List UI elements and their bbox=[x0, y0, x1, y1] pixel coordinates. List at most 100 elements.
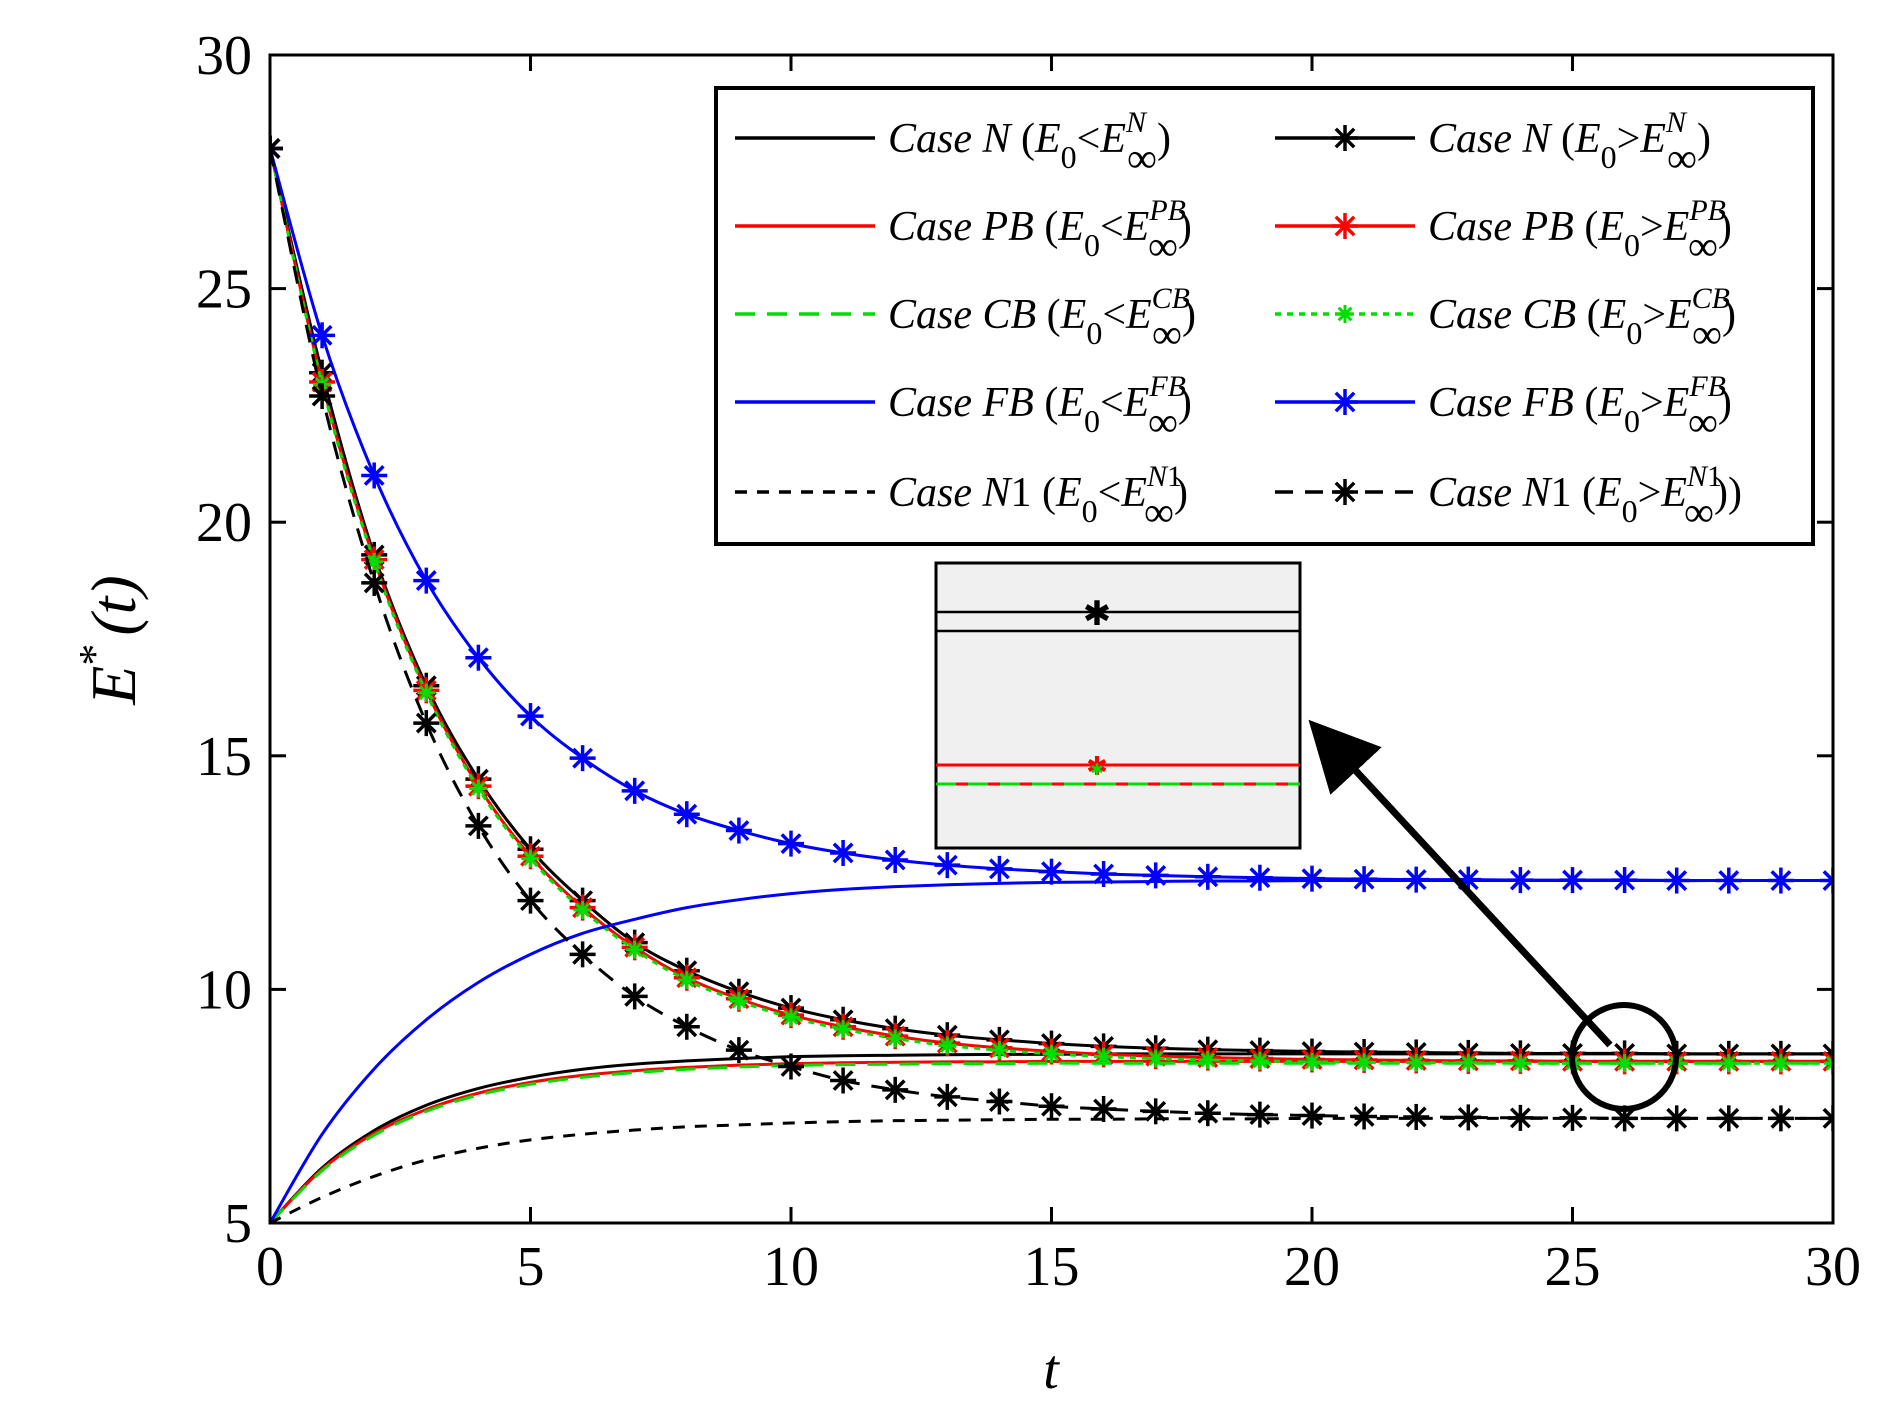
marker-CB_gt bbox=[1824, 1054, 1833, 1073]
marker-N1_gt bbox=[934, 1083, 961, 1110]
marker-N1_gt bbox=[309, 383, 336, 410]
marker-N1_gt bbox=[621, 983, 648, 1010]
series-line-N1_lt bbox=[270, 1116, 1833, 1223]
marker-N1_gt bbox=[1507, 1104, 1534, 1131]
marker-N1_gt bbox=[882, 1076, 909, 1103]
marker-FB_gt bbox=[1142, 862, 1169, 889]
marker-CB_gt bbox=[834, 1020, 853, 1039]
legend-box bbox=[714, 86, 1815, 546]
y-tick-label: 25 bbox=[196, 259, 252, 321]
legend-item-N_lt: Case N (E0<EN ∞) bbox=[735, 106, 1171, 182]
marker-N1_gt bbox=[517, 887, 544, 914]
marker-CB_gt bbox=[1303, 1052, 1321, 1071]
legend-item-FB_lt: Case FB (E0<EFB ∞) bbox=[735, 370, 1192, 446]
x-tick-label: 25 bbox=[1545, 1236, 1601, 1298]
marker-FB_gt bbox=[934, 852, 961, 879]
marker-FB_gt bbox=[1663, 867, 1690, 894]
marker-CB_gt bbox=[1146, 1049, 1165, 1068]
marker-CB_gt bbox=[573, 900, 592, 919]
legend-marker bbox=[1332, 125, 1358, 151]
marker-N1_gt bbox=[1194, 1100, 1221, 1127]
series-layer bbox=[270, 135, 1833, 1223]
marker-FB_gt bbox=[725, 817, 752, 844]
series-line-N1_gt bbox=[270, 148, 1833, 1120]
x-tick-label: 20 bbox=[1284, 1236, 1340, 1298]
marker-FB_gt bbox=[1559, 867, 1586, 894]
marker-CB_gt bbox=[1771, 1054, 1790, 1073]
marker-FB_gt bbox=[986, 855, 1013, 882]
marker-FB_gt bbox=[1246, 864, 1273, 891]
x-tick-label: 5 bbox=[517, 1236, 545, 1298]
y-axis-label-base: E bbox=[78, 666, 149, 706]
inset-star-green: ✱ bbox=[1090, 762, 1103, 779]
y-tick-label: 30 bbox=[196, 25, 252, 87]
marker-N1_gt bbox=[1351, 1103, 1378, 1130]
marker-N1_gt bbox=[1767, 1105, 1794, 1132]
marker-CB_gt bbox=[469, 779, 488, 798]
x-axis-label: t bbox=[1043, 1339, 1060, 1401]
legend-label: Case N (E0>EN ∞) bbox=[1428, 106, 1711, 182]
marker-CB_gt bbox=[1459, 1053, 1478, 1072]
legend-label: Case CB (E0>ECB ∞) bbox=[1428, 282, 1736, 358]
legend-item-CB_gt: Case CB (E0>ECB ∞) bbox=[1275, 282, 1736, 358]
marker-CB_gt bbox=[1407, 1053, 1426, 1072]
marker-CB_gt bbox=[1198, 1050, 1217, 1069]
marker-CB_gt bbox=[1719, 1054, 1738, 1073]
y-axis-label-arg: (t) bbox=[78, 575, 149, 635]
marker-FB_gt bbox=[1820, 867, 1833, 894]
legend-label: Case PB (E0<EPB ∞) bbox=[888, 194, 1192, 270]
inset-star-red: ✱ bbox=[1086, 752, 1108, 781]
y-axis-label-sup: * bbox=[70, 644, 119, 666]
marker-FB_gt bbox=[1611, 867, 1638, 894]
zoom-circle bbox=[1569, 1002, 1679, 1112]
marker-CB_gt bbox=[938, 1036, 957, 1055]
marker-FB_gt bbox=[1715, 867, 1742, 894]
marker-N1_gt bbox=[830, 1067, 857, 1094]
legend-item-PB_gt: Case PB (E0>EPB ∞) bbox=[1275, 194, 1732, 270]
x-tick-label: 30 bbox=[1805, 1236, 1861, 1298]
marker-N1_gt bbox=[1455, 1104, 1482, 1131]
marker-FB_gt bbox=[517, 703, 544, 730]
marker-CB_gt bbox=[990, 1041, 1009, 1060]
marker-N1_gt bbox=[270, 135, 283, 162]
marker-N1_gt bbox=[1559, 1104, 1586, 1131]
y-axis-label: E* (t) bbox=[70, 575, 149, 706]
marker-FB_gt bbox=[413, 567, 440, 594]
marker-CB_gt bbox=[782, 1008, 800, 1027]
marker-FB_gt bbox=[1299, 865, 1325, 892]
marker-CB_gt bbox=[521, 849, 540, 868]
x-tick-label: 0 bbox=[256, 1236, 284, 1298]
legend-label: Case N1 (E0>EN1 ∞)) bbox=[1428, 460, 1742, 536]
marker-N1_gt bbox=[1715, 1105, 1742, 1132]
legend-label: Case N1 (E0<EN1 ∞) bbox=[888, 460, 1188, 536]
y-tick-label: 5 bbox=[224, 1193, 252, 1255]
marker-N1_gt bbox=[1246, 1101, 1273, 1128]
marker-FB_gt bbox=[1194, 863, 1221, 890]
marker-FB_gt bbox=[882, 846, 909, 873]
legend-marker bbox=[1336, 305, 1354, 323]
legend-item-N1_lt: Case N1 (E0<EN1 ∞) bbox=[735, 460, 1188, 536]
marker-N1_gt bbox=[361, 569, 388, 596]
marker-FB_gt bbox=[673, 801, 700, 828]
y-tick-label: 15 bbox=[196, 726, 252, 788]
legend-item-N_gt: Case N (E0>EN ∞) bbox=[1275, 106, 1711, 182]
marker-FB_gt bbox=[361, 462, 388, 489]
legend-label: Case FB (E0<EFB ∞) bbox=[888, 370, 1192, 446]
zoom-arrow bbox=[1308, 719, 1613, 1048]
marker-FB_gt bbox=[1351, 866, 1378, 893]
legend-label: Case FB (E0>EFB ∞) bbox=[1428, 370, 1732, 446]
marker-FB_gt bbox=[1767, 867, 1794, 894]
y-tick-label: 20 bbox=[196, 492, 252, 554]
series-line-CB_gt bbox=[270, 148, 1833, 1065]
y-tick-label: 10 bbox=[196, 959, 252, 1021]
marker-FB_gt bbox=[569, 745, 596, 772]
marker-N1_gt bbox=[465, 812, 492, 839]
marker-N1_gt bbox=[1820, 1105, 1833, 1132]
x-tick-label: 10 bbox=[763, 1236, 819, 1298]
marker-CB_gt bbox=[625, 940, 644, 959]
marker-FB_gt bbox=[309, 322, 336, 349]
legend: Case N (E0<EN ∞) Case N (E0>EN ∞) Case PB (E… bbox=[714, 86, 1815, 546]
legend-item-N1_gt: Case N1 (E0>EN1 ∞)) bbox=[1275, 460, 1742, 536]
marker-N1_gt bbox=[1611, 1105, 1638, 1132]
marker-FB_gt bbox=[830, 839, 857, 866]
